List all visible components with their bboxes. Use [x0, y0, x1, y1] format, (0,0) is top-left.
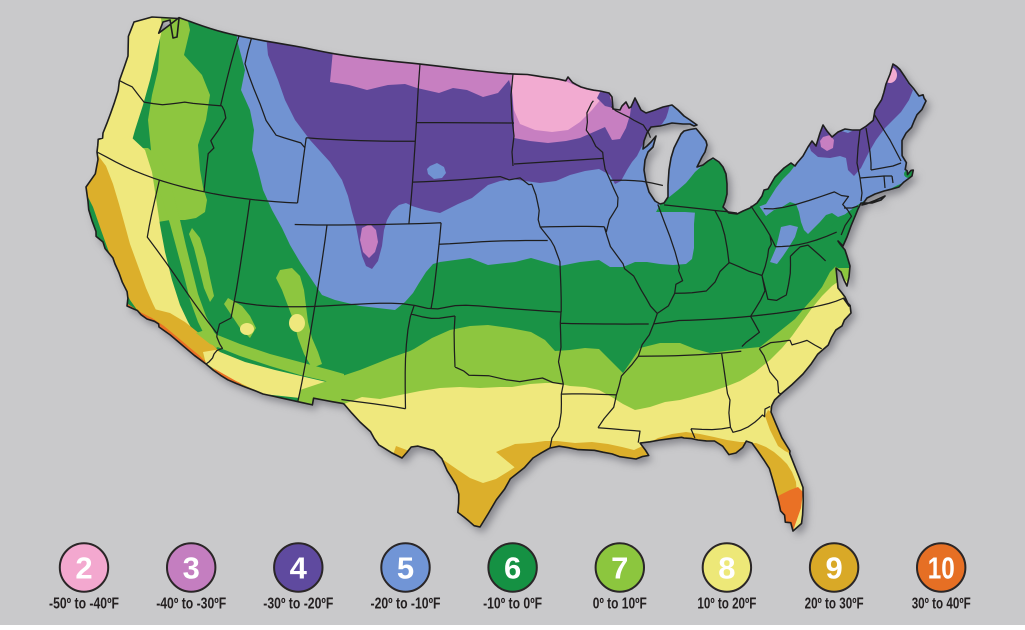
svg-text:2: 2: [75, 551, 92, 586]
svg-text:4: 4: [290, 551, 308, 586]
svg-text:-40º to -30ºF: -40º to -30ºF: [156, 596, 226, 613]
svg-text:7: 7: [611, 551, 628, 586]
svg-text:-20º to -10ºF: -20º to -10ºF: [371, 596, 441, 613]
svg-text:-30º to -20ºF: -30º to -20ºF: [263, 596, 333, 613]
svg-text:30º to 40ºF: 30º to 40ºF: [912, 596, 971, 613]
svg-text:-10º to 0ºF: -10º to 0ºF: [483, 596, 542, 613]
svg-text:5: 5: [397, 551, 414, 586]
svg-text:8: 8: [718, 551, 735, 586]
svg-text:9: 9: [825, 551, 842, 586]
svg-text:0º to 10ºF: 0º to 10ºF: [593, 596, 647, 613]
svg-text:10º to 20ºF: 10º to 20ºF: [697, 596, 756, 613]
svg-text:-50º to -40ºF: -50º to -40ºF: [49, 596, 119, 613]
svg-text:3: 3: [183, 551, 200, 586]
svg-text:10: 10: [928, 551, 955, 586]
svg-text:6: 6: [504, 551, 521, 586]
svg-text:20º to 30ºF: 20º to 30ºF: [805, 596, 864, 613]
